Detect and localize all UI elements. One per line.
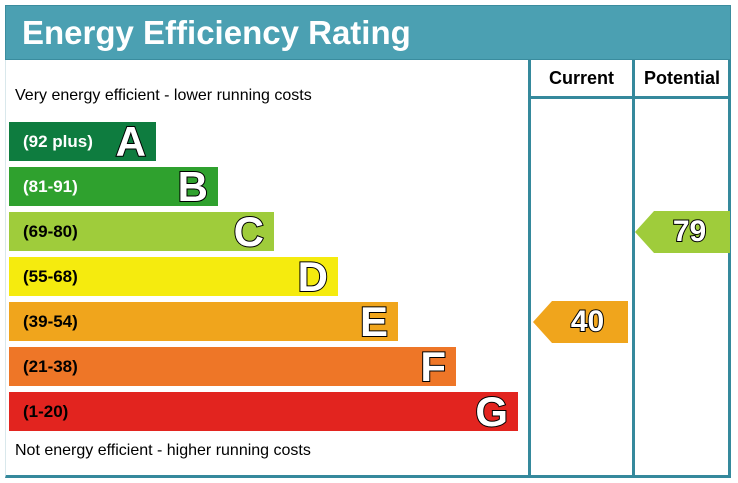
band-row-a: (92 plus) A xyxy=(9,118,156,165)
band-letter: C xyxy=(233,208,265,255)
band-letter: F xyxy=(419,343,447,390)
band-letter: B xyxy=(177,163,209,210)
potential-rating-value: 79 xyxy=(672,214,707,249)
band-range-label: (55-68) xyxy=(23,266,78,286)
potential-rating-arrow: 79 xyxy=(635,211,730,253)
bottom-note: Not energy efficient - higher running co… xyxy=(15,442,311,459)
band-letter: D xyxy=(297,253,329,300)
band-letter: G xyxy=(474,388,509,435)
top-note: Very energy efficient - lower running co… xyxy=(15,87,312,104)
band-range-label: (21-38) xyxy=(23,356,78,376)
band-range-label: (1-20) xyxy=(23,401,69,421)
band-row-f: (21-38) F xyxy=(9,343,456,390)
band-row-g: (1-20) G xyxy=(9,388,518,435)
chart-title-bar: Energy Efficiency Rating xyxy=(5,5,731,60)
rating-bands: (92 plus) A (81-91) B (69-80) C (55-68) … xyxy=(9,118,518,437)
band-row-b: (81-91) B xyxy=(9,163,218,210)
energy-rating-chart: Current Potential Very energy efficient … xyxy=(5,60,731,478)
band-range-label: (69-80) xyxy=(23,221,78,241)
band-letter: A xyxy=(115,118,147,165)
potential-column-divider xyxy=(632,60,635,475)
potential-column-header: Potential xyxy=(643,68,720,88)
current-rating-arrow: 40 xyxy=(533,301,628,343)
current-rating-value: 40 xyxy=(570,304,605,339)
chart-title: Energy Efficiency Rating xyxy=(22,13,411,51)
current-column-header: Current xyxy=(548,68,614,88)
band-range-label: (92 plus) xyxy=(23,131,93,151)
band-range-label: (39-54) xyxy=(23,311,78,331)
band-letter: E xyxy=(359,298,389,345)
current-column-divider xyxy=(528,60,531,475)
band-range-label: (81-91) xyxy=(23,176,78,196)
header-underline xyxy=(528,96,728,99)
band-row-e: (39-54) E xyxy=(9,298,398,345)
band-row-c: (69-80) C xyxy=(9,208,274,255)
band-row-d: (55-68) D xyxy=(9,253,338,300)
